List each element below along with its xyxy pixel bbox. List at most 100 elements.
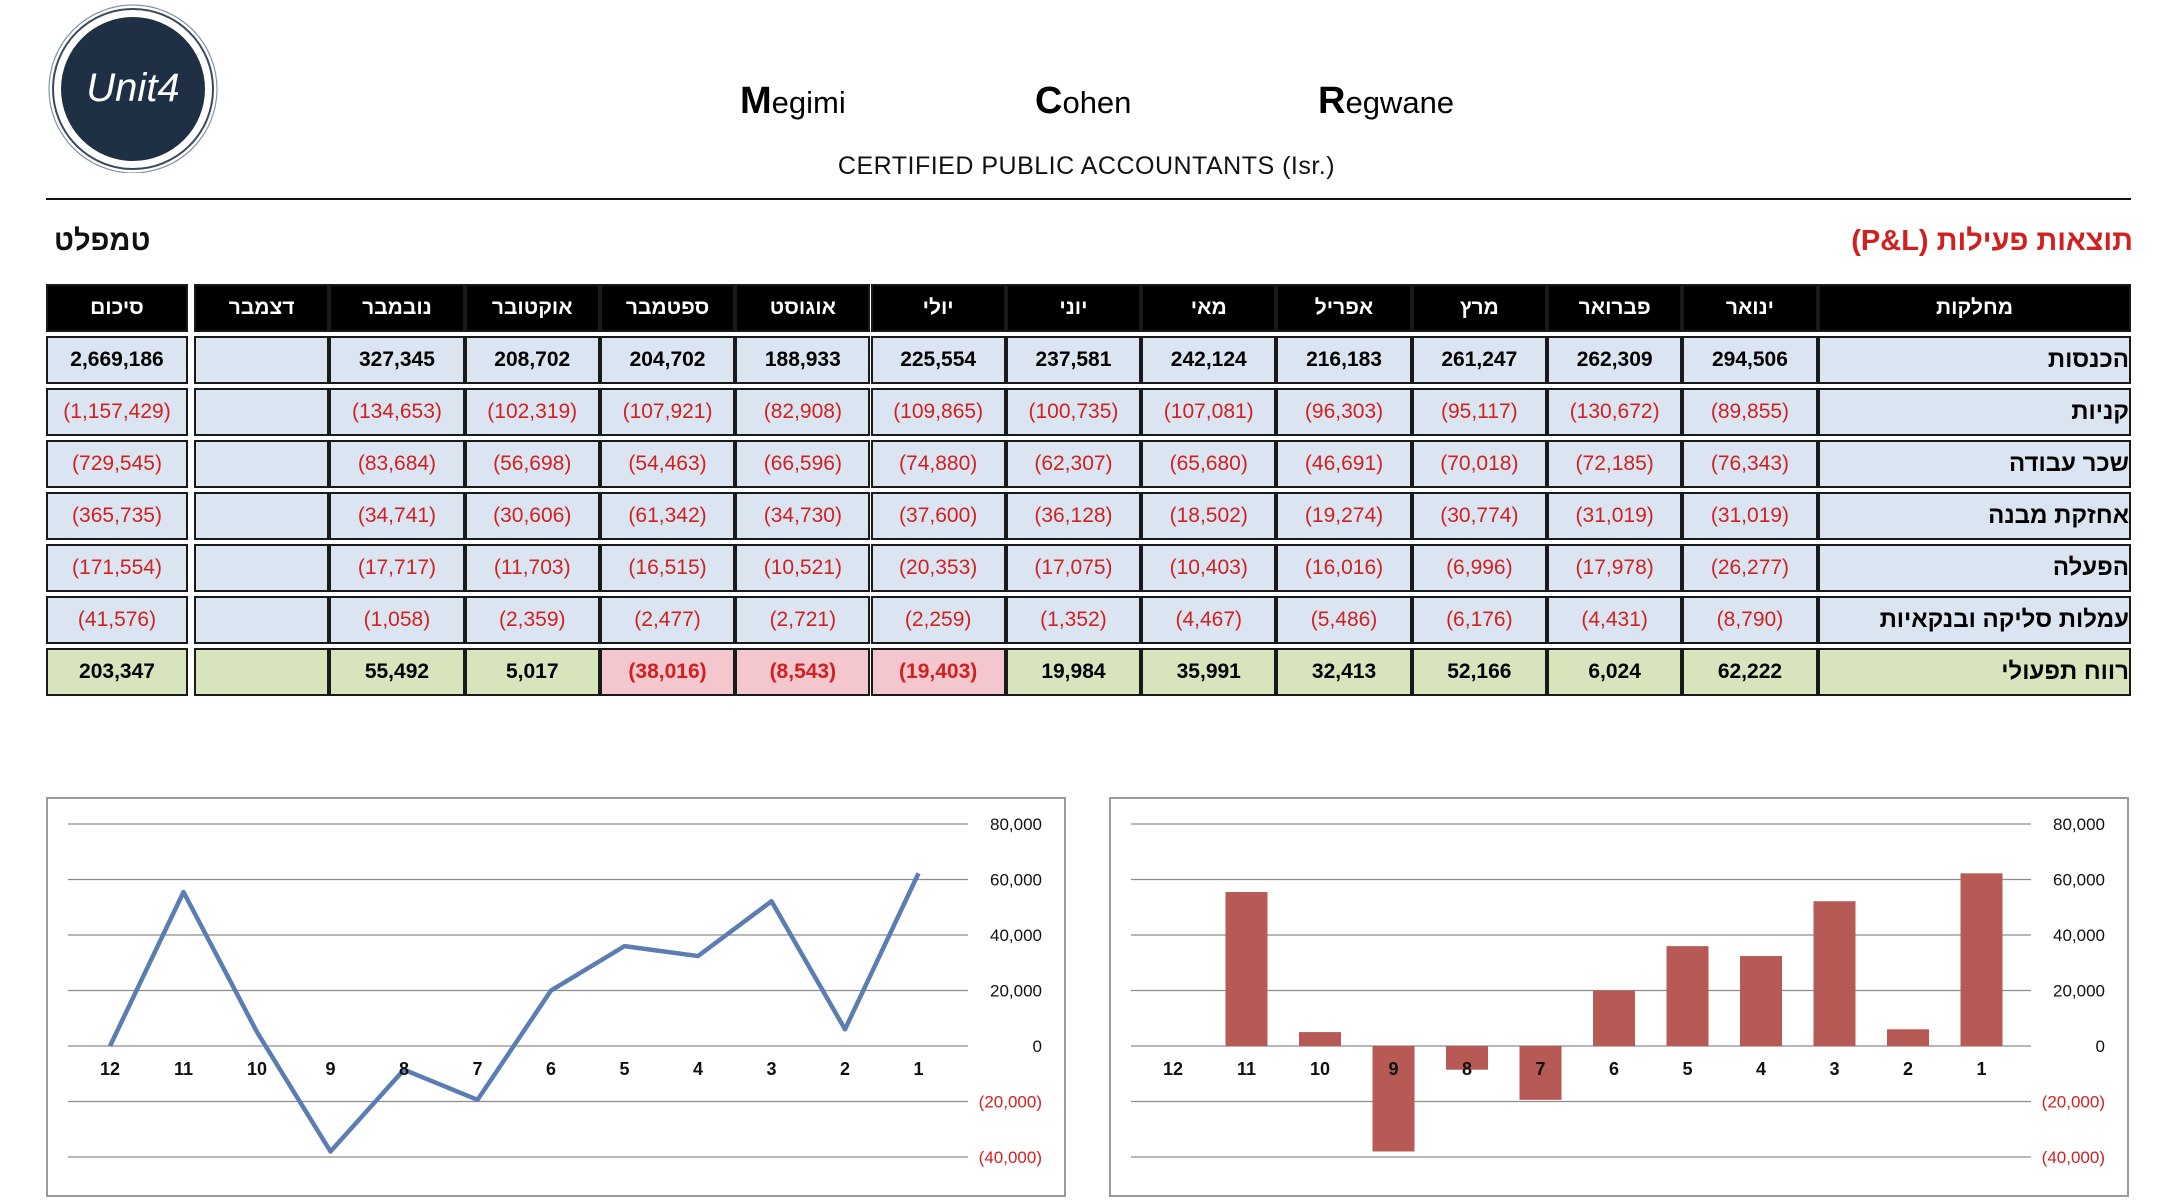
y-tick-label: 80,000 <box>990 815 1042 834</box>
row-label: עמלות סליקה ובנקאיות <box>1818 596 2131 644</box>
table-cell: (96,303) <box>1276 388 1411 436</box>
firm-word-1: Megimi <box>740 80 846 123</box>
bar <box>1593 991 1635 1046</box>
logo-text: Unit4 <box>86 66 179 110</box>
table-cell: (4,431) <box>1547 596 1682 644</box>
header-month: יוני <box>1006 284 1141 332</box>
table-cell: 6,024 <box>1547 648 1682 696</box>
table-cell: (61,342) <box>600 492 735 540</box>
table-cell: (95,117) <box>1412 388 1547 436</box>
table-cell: 188,933 <box>735 336 870 384</box>
bar <box>1961 873 2003 1046</box>
bar <box>1299 1032 1341 1046</box>
x-tick-label: 11 <box>1237 1059 1256 1079</box>
x-tick-label: 1 <box>1976 1059 1986 1079</box>
table-cell: (2,259) <box>871 596 1006 644</box>
table-cell <box>194 440 329 488</box>
table-cell: (54,463) <box>600 440 735 488</box>
table-cell: (130,672) <box>1547 388 1682 436</box>
row-total: 203,347 <box>46 648 188 696</box>
series-line <box>110 873 919 1151</box>
table-cell: (26,277) <box>1682 544 1817 592</box>
table-cell: (17,075) <box>1006 544 1141 592</box>
firm-word-2: Cohen <box>1035 80 1131 123</box>
firm-word-3: Regwane <box>1318 80 1454 123</box>
table-cell: (5,486) <box>1276 596 1411 644</box>
y-tick-label: 40,000 <box>2053 926 2105 945</box>
table-cell: (65,680) <box>1141 440 1276 488</box>
table-cell: 262,309 <box>1547 336 1682 384</box>
x-tick-label: 7 <box>1535 1059 1545 1079</box>
table-cell: (89,855) <box>1682 388 1817 436</box>
x-tick-label: 8 <box>399 1059 409 1079</box>
x-tick-label: 9 <box>1388 1059 1398 1079</box>
report-title: תוצאות פעילות (P&L) <box>1851 225 2133 258</box>
row-total: (365,735) <box>46 492 188 540</box>
table-cell <box>194 648 329 696</box>
header-month: אוקטובר <box>465 284 600 332</box>
table-cell: (31,019) <box>1682 492 1817 540</box>
table-cell: (134,653) <box>329 388 464 436</box>
table-cell <box>194 596 329 644</box>
table-cell: (107,921) <box>600 388 735 436</box>
table-cell: (1,058) <box>329 596 464 644</box>
table-cell: (30,606) <box>465 492 600 540</box>
table-cell: 62,222 <box>1682 648 1817 696</box>
header-label: מחלקות <box>1818 284 2131 332</box>
line-chart: 80,00060,00040,00020,0000(20,000)(40,000… <box>48 799 1064 1195</box>
bar <box>1740 956 1782 1046</box>
x-tick-label: 4 <box>1756 1059 1766 1079</box>
x-tick-label: 10 <box>247 1059 267 1079</box>
table-cell: (30,774) <box>1412 492 1547 540</box>
x-tick-label: 5 <box>619 1059 629 1079</box>
header-month: אוגוסט <box>735 284 870 332</box>
table-cell: (100,735) <box>1006 388 1141 436</box>
table-cell: (38,016) <box>600 648 735 696</box>
y-tick-label: (20,000) <box>979 1093 1042 1112</box>
table-cell: (56,698) <box>465 440 600 488</box>
table-cell: 5,017 <box>465 648 600 696</box>
x-tick-label: 9 <box>325 1059 335 1079</box>
firm-logo: Unit4 <box>40 3 226 173</box>
table-cell <box>194 336 329 384</box>
table-cell: 237,581 <box>1006 336 1141 384</box>
table-cell: (34,741) <box>329 492 464 540</box>
table-cell: (18,502) <box>1141 492 1276 540</box>
table-cell: (83,684) <box>329 440 464 488</box>
bar-chart: 80,00060,00040,00020,0000(20,000)(40,000… <box>1111 799 2127 1195</box>
table-cell: (16,515) <box>600 544 735 592</box>
header-month: דצמבר <box>194 284 329 332</box>
bar <box>1814 901 1856 1046</box>
row-label: הכנסות <box>1818 336 2131 384</box>
x-tick-label: 5 <box>1682 1059 1692 1079</box>
x-tick-label: 8 <box>1462 1059 1472 1079</box>
y-tick-label: 20,000 <box>990 982 1042 1001</box>
x-tick-label: 12 <box>100 1059 120 1079</box>
table-cell: (102,319) <box>465 388 600 436</box>
row-total: (1,157,429) <box>46 388 188 436</box>
y-tick-label: 80,000 <box>2053 815 2105 834</box>
x-tick-label: 1 <box>913 1059 923 1079</box>
table-cell: 242,124 <box>1141 336 1276 384</box>
row-total: (41,576) <box>46 596 188 644</box>
table-cell: (34,730) <box>735 492 870 540</box>
x-tick-label: 10 <box>1310 1059 1330 1079</box>
row-total: 2,669,186 <box>46 336 188 384</box>
table-cell: (17,717) <box>329 544 464 592</box>
table-cell: 208,702 <box>465 336 600 384</box>
table-cell: 225,554 <box>871 336 1006 384</box>
table-cell: (66,596) <box>735 440 870 488</box>
y-tick-label: 0 <box>2096 1037 2105 1056</box>
table-cell: (37,600) <box>871 492 1006 540</box>
y-tick-label: 60,000 <box>2053 871 2105 890</box>
table-cell: (6,996) <box>1412 544 1547 592</box>
table-cell: (19,403) <box>871 648 1006 696</box>
table-cell: 35,991 <box>1141 648 1276 696</box>
x-tick-label: 6 <box>1609 1059 1619 1079</box>
table-cell: (8,543) <box>735 648 870 696</box>
header-month: פברואר <box>1547 284 1682 332</box>
table-cell: (70,018) <box>1412 440 1547 488</box>
y-tick-label: (20,000) <box>2042 1093 2105 1112</box>
